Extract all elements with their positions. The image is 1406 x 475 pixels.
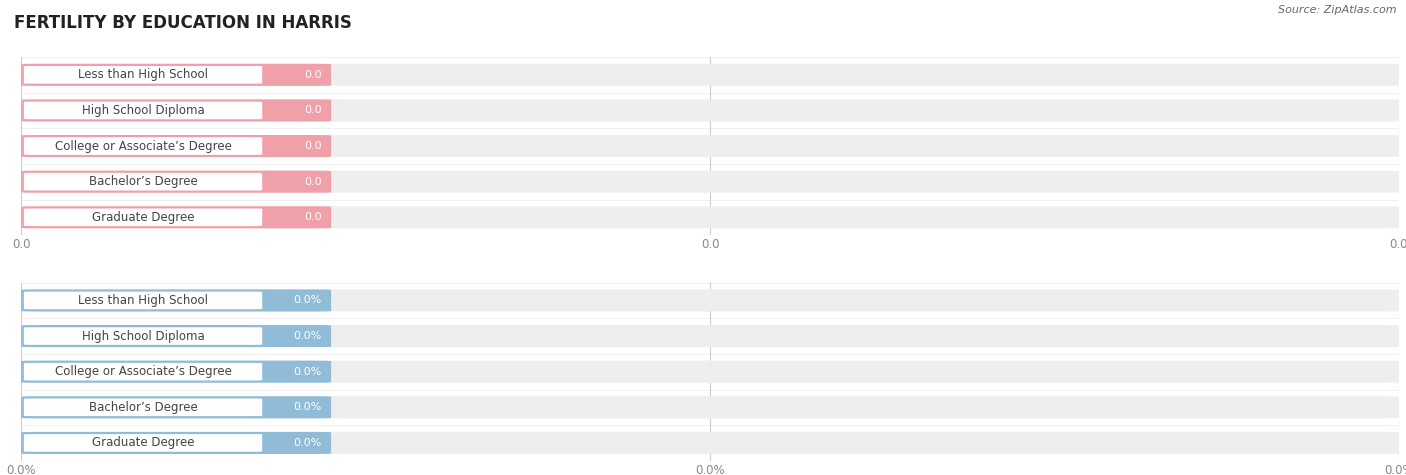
Text: Less than High School: Less than High School [77, 294, 208, 307]
Text: College or Associate’s Degree: College or Associate’s Degree [55, 140, 232, 152]
Text: 0.0: 0.0 [304, 212, 322, 222]
Text: 0.0%: 0.0% [294, 331, 322, 341]
FancyBboxPatch shape [21, 171, 1399, 193]
FancyBboxPatch shape [21, 396, 332, 418]
Text: High School Diploma: High School Diploma [82, 330, 204, 342]
Text: College or Associate’s Degree: College or Associate’s Degree [55, 365, 232, 378]
Text: 0.0%: 0.0% [294, 367, 322, 377]
Text: FERTILITY BY EDUCATION IN HARRIS: FERTILITY BY EDUCATION IN HARRIS [14, 14, 352, 32]
FancyBboxPatch shape [24, 292, 262, 309]
FancyBboxPatch shape [24, 102, 262, 119]
Text: Bachelor’s Degree: Bachelor’s Degree [89, 401, 197, 414]
FancyBboxPatch shape [21, 99, 1399, 122]
FancyBboxPatch shape [21, 432, 332, 454]
FancyBboxPatch shape [24, 173, 262, 190]
FancyBboxPatch shape [24, 434, 262, 452]
FancyBboxPatch shape [21, 64, 1399, 86]
Text: Bachelor’s Degree: Bachelor’s Degree [89, 175, 197, 188]
FancyBboxPatch shape [21, 135, 332, 157]
FancyBboxPatch shape [24, 363, 262, 380]
FancyBboxPatch shape [24, 66, 262, 84]
FancyBboxPatch shape [21, 171, 332, 193]
Text: High School Diploma: High School Diploma [82, 104, 204, 117]
FancyBboxPatch shape [21, 361, 332, 383]
Text: 0.0: 0.0 [304, 141, 322, 151]
Text: Graduate Degree: Graduate Degree [91, 211, 194, 224]
FancyBboxPatch shape [24, 137, 262, 155]
FancyBboxPatch shape [21, 135, 1399, 157]
Text: 0.0: 0.0 [304, 70, 322, 80]
Text: 0.0%: 0.0% [294, 438, 322, 448]
FancyBboxPatch shape [21, 64, 332, 86]
FancyBboxPatch shape [24, 399, 262, 416]
FancyBboxPatch shape [21, 289, 1399, 312]
FancyBboxPatch shape [21, 289, 332, 312]
FancyBboxPatch shape [21, 206, 332, 228]
Text: 0.0%: 0.0% [294, 295, 322, 305]
FancyBboxPatch shape [21, 206, 1399, 228]
FancyBboxPatch shape [21, 325, 1399, 347]
FancyBboxPatch shape [21, 432, 1399, 454]
Text: 0.0: 0.0 [304, 105, 322, 115]
Text: Less than High School: Less than High School [77, 68, 208, 81]
FancyBboxPatch shape [21, 99, 332, 122]
FancyBboxPatch shape [21, 396, 1399, 418]
Text: 0.0: 0.0 [304, 177, 322, 187]
Text: Graduate Degree: Graduate Degree [91, 437, 194, 449]
FancyBboxPatch shape [21, 325, 332, 347]
FancyBboxPatch shape [24, 327, 262, 345]
FancyBboxPatch shape [24, 209, 262, 226]
FancyBboxPatch shape [21, 361, 1399, 383]
Text: 0.0%: 0.0% [294, 402, 322, 412]
Text: Source: ZipAtlas.com: Source: ZipAtlas.com [1278, 5, 1396, 15]
